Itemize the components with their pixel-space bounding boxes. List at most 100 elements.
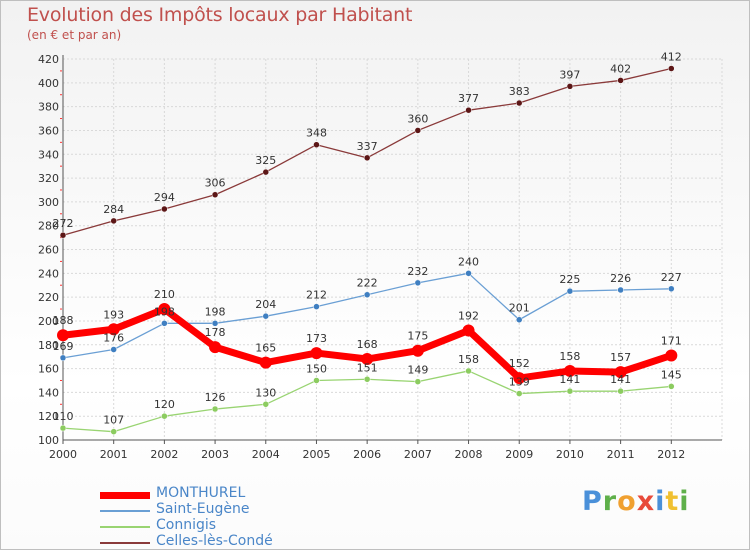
data-label: 240 — [458, 255, 479, 268]
data-label: 204 — [255, 298, 276, 311]
data-label: 193 — [103, 308, 124, 321]
data-point — [668, 65, 675, 72]
logo-letter: i — [679, 486, 690, 517]
y-tick-labels: 100 120 140 160 180 200 220 240 260 280 300 320 340 3… — [38, 53, 59, 447]
data-label: 210 — [154, 288, 175, 301]
series-lines — [57, 65, 678, 435]
data-point — [313, 377, 320, 384]
logo-letter: t — [665, 486, 680, 517]
legend-swatch — [100, 492, 150, 499]
data-point — [110, 217, 117, 225]
data-label: 149 — [407, 364, 428, 377]
data-point — [262, 312, 270, 320]
data-point — [59, 354, 67, 362]
y-tick-label: 320 — [38, 172, 59, 185]
y-tick-label: 240 — [38, 267, 59, 280]
data-point — [414, 279, 422, 287]
data-point — [566, 287, 574, 295]
logo-letter: r — [602, 486, 618, 517]
x-tick-label: 2012 — [657, 448, 685, 461]
data-point — [211, 191, 219, 198]
data-point — [363, 154, 371, 162]
data-label: 360 — [407, 112, 428, 125]
data-point — [617, 77, 624, 84]
data-label: 139 — [509, 376, 530, 389]
data-label: 348 — [306, 127, 327, 140]
y-tick-label: 100 — [38, 434, 59, 447]
data-label: 158 — [458, 353, 479, 366]
logo-letter: i — [655, 486, 666, 517]
data-point — [563, 364, 576, 377]
data-label: 222 — [357, 277, 378, 290]
data-point — [617, 387, 624, 395]
data-label: 145 — [661, 368, 682, 381]
y-tick-label: 340 — [38, 148, 59, 161]
y-tick-label: 200 — [38, 315, 59, 328]
legend-label: Celles-lès-Condé — [156, 533, 273, 549]
data-label: 168 — [357, 338, 378, 351]
x-tick-label: 2006 — [353, 448, 381, 461]
data-point — [566, 83, 574, 90]
legend-swatch — [100, 526, 150, 528]
data-point — [59, 231, 67, 239]
data-point — [161, 320, 168, 327]
data-point — [59, 424, 67, 432]
data-label: 176 — [103, 332, 124, 345]
x-tick-label: 2005 — [302, 448, 330, 461]
data-point — [668, 285, 675, 293]
data-point — [57, 329, 69, 342]
logo-letter: o — [617, 486, 637, 517]
data-label: 383 — [509, 85, 530, 98]
data-label: 198 — [154, 305, 175, 318]
data-label: 171 — [661, 334, 682, 347]
data-point — [515, 316, 523, 323]
data-label: 227 — [661, 271, 682, 284]
data-label: 120 — [154, 398, 175, 411]
data-label: 152 — [509, 357, 530, 370]
legend-swatch — [100, 542, 150, 544]
data-point — [414, 127, 422, 134]
data-label: 232 — [407, 265, 428, 278]
data-label: 226 — [610, 272, 631, 285]
data-label: 198 — [205, 305, 226, 318]
y-tick-label: 280 — [38, 220, 59, 233]
y-tick-label: 300 — [38, 196, 59, 209]
data-point — [363, 376, 371, 383]
data-point — [515, 390, 523, 397]
x-tick-label: 2007 — [404, 448, 432, 461]
data-label: 169 — [53, 340, 74, 353]
data-label: 225 — [559, 273, 580, 286]
data-point — [310, 347, 323, 360]
data-point — [259, 356, 272, 369]
data-label: 402 — [610, 62, 631, 75]
data-point — [361, 353, 374, 366]
data-point — [110, 346, 117, 353]
data-point — [614, 366, 627, 379]
data-point — [414, 378, 422, 385]
data-point — [313, 141, 320, 148]
y-tick-label: 380 — [38, 101, 59, 114]
x-tick-label: 2011 — [607, 448, 635, 461]
data-label: 126 — [205, 391, 226, 404]
data-label: 412 — [661, 51, 682, 64]
data-point — [107, 323, 120, 336]
axes — [60, 55, 722, 444]
legend-label: Connigis — [156, 517, 217, 533]
data-label: 151 — [357, 361, 378, 374]
data-label: 178 — [205, 326, 226, 339]
y-tick-label: 260 — [38, 244, 59, 257]
legend-swatch — [100, 510, 150, 512]
x-tick-label: 2000 — [49, 448, 77, 461]
data-label: 294 — [154, 191, 175, 204]
data-point — [462, 324, 475, 337]
data-label: 188 — [53, 314, 74, 327]
chart-subtitle: (en € et par an) — [27, 28, 122, 42]
data-point — [313, 303, 320, 310]
data-label: 141 — [610, 373, 631, 386]
y-tick-label: 220 — [38, 291, 59, 304]
data-label: 192 — [458, 309, 479, 322]
data-label: 107 — [103, 414, 124, 427]
data-point — [262, 168, 270, 176]
